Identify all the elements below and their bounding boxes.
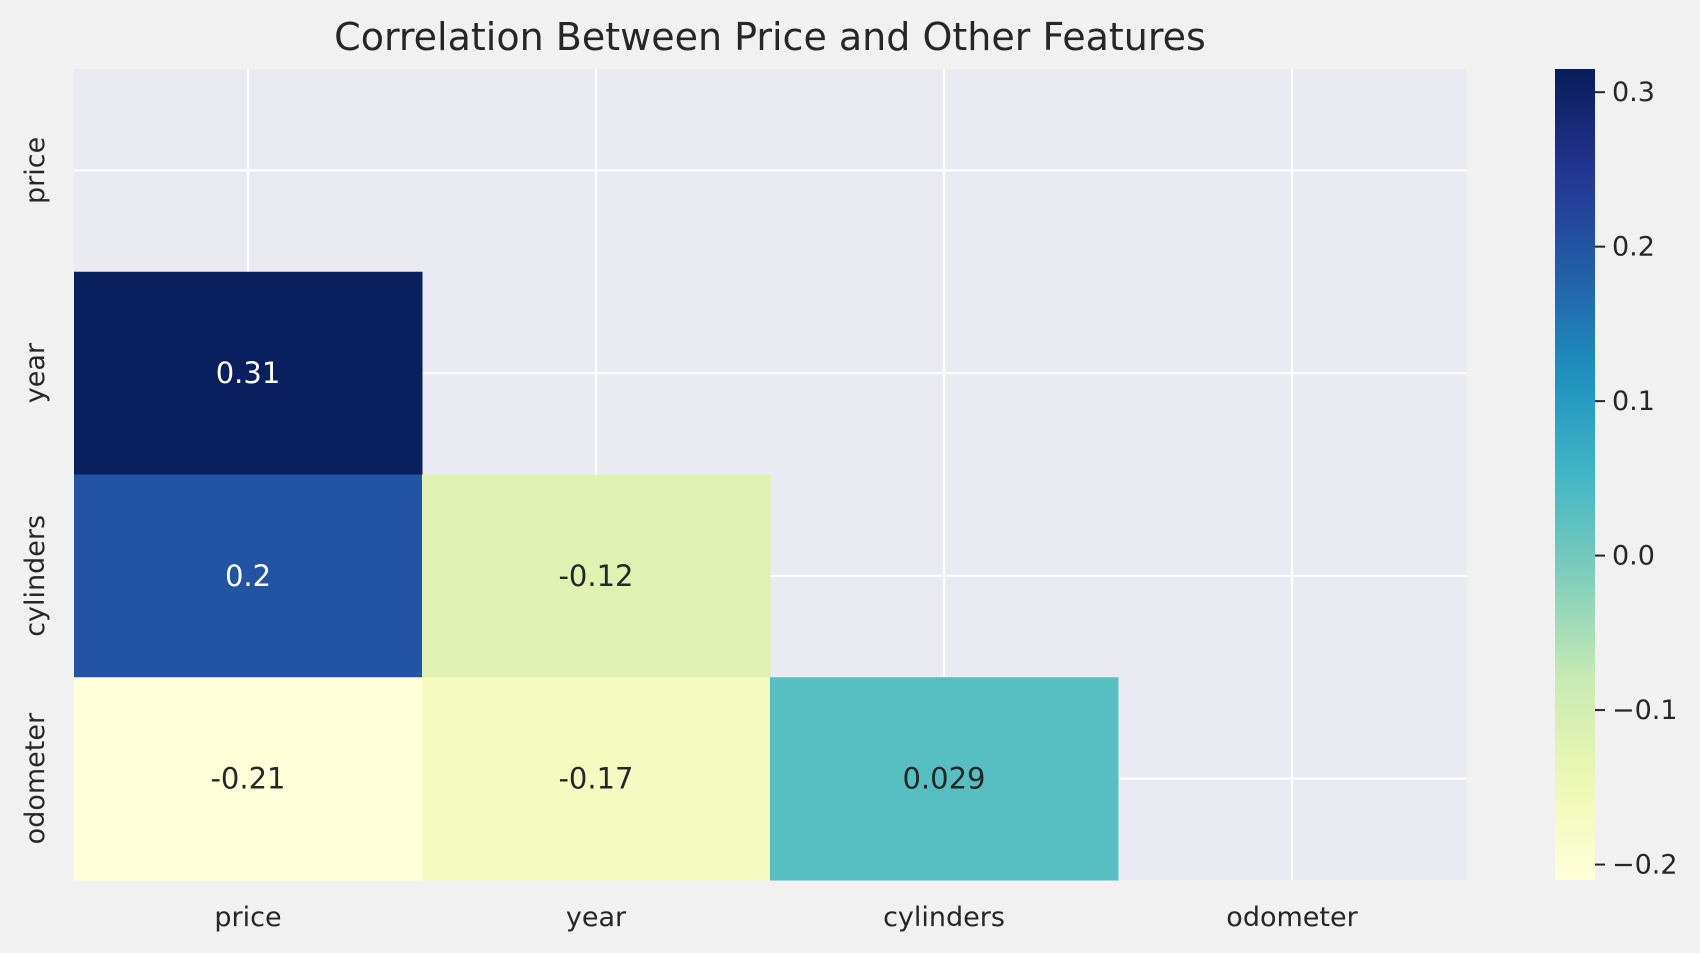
cell-value-label: 0.029 bbox=[902, 762, 985, 796]
y-tick-label: odometer bbox=[20, 712, 51, 844]
chart-title: Correlation Between Price and Other Feat… bbox=[334, 15, 1206, 59]
y-tick-label: year bbox=[20, 342, 51, 403]
y-tick-label: price bbox=[20, 137, 51, 204]
colorbar-tick-label: 0.3 bbox=[1612, 77, 1655, 108]
x-tick-label: year bbox=[566, 902, 627, 933]
heatmap-cell bbox=[74, 474, 423, 678]
heatmap-cell bbox=[770, 677, 1119, 881]
x-tick-label: cylinders bbox=[883, 902, 1005, 933]
cell-value-label: -0.12 bbox=[558, 559, 633, 593]
colorbar-tick-label: 0.0 bbox=[1612, 541, 1655, 572]
colorbar-tick-label: −0.1 bbox=[1612, 695, 1678, 726]
colorbar-tick-label: 0.2 bbox=[1612, 232, 1655, 263]
cell-value-label: 0.31 bbox=[216, 356, 281, 390]
heatmap-cell bbox=[74, 271, 423, 475]
cell-value-label: -0.17 bbox=[558, 762, 633, 796]
x-tick-label: price bbox=[214, 902, 281, 933]
heatmap-cell bbox=[74, 677, 423, 881]
colorbar-tick-label: −0.2 bbox=[1612, 850, 1678, 881]
y-tick-label: cylinders bbox=[20, 515, 51, 637]
colorbar-tick-label: 0.1 bbox=[1612, 386, 1655, 417]
y-axis: price year cylinders odometer bbox=[20, 137, 51, 845]
heatmap-cells: 0.31 0.2 -0.12 -0.21 -0.17 0.029 bbox=[74, 271, 1119, 881]
colorbar-gradient bbox=[1555, 69, 1595, 880]
heatmap-cell bbox=[422, 677, 771, 881]
cell-value-label: 0.2 bbox=[225, 559, 271, 593]
x-tick-label: odometer bbox=[1226, 902, 1358, 933]
cell-value-label: -0.21 bbox=[210, 762, 285, 796]
x-axis: price year cylinders odometer bbox=[214, 902, 1358, 933]
heatmap-cell bbox=[422, 474, 771, 678]
colorbar: 0.3 0.2 0.1 0.0 −0.1 −0.2 bbox=[1555, 69, 1678, 881]
